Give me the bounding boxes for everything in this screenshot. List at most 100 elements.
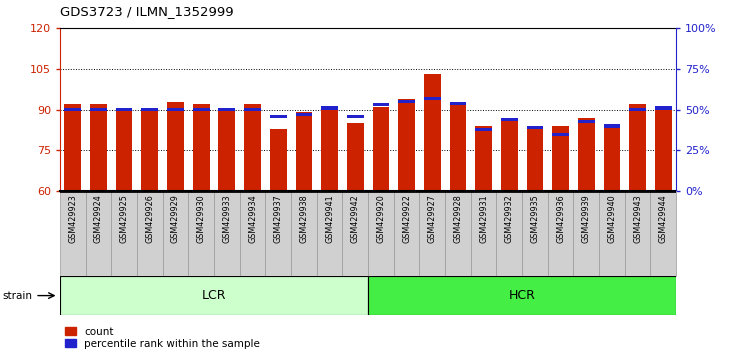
Text: GSM429943: GSM429943 — [633, 195, 642, 243]
Bar — [424, 74, 441, 191]
Text: GSM429926: GSM429926 — [145, 195, 154, 243]
Bar — [115, 110, 132, 191]
Bar — [219, 108, 235, 112]
Bar — [347, 115, 363, 118]
Text: GSM429923: GSM429923 — [68, 195, 77, 243]
Text: GSM429935: GSM429935 — [531, 195, 539, 243]
Text: GSM429927: GSM429927 — [428, 195, 436, 244]
Text: GSM429924: GSM429924 — [94, 195, 103, 243]
Bar — [244, 104, 261, 191]
Bar — [655, 107, 672, 191]
Bar — [270, 129, 287, 191]
Bar — [629, 104, 646, 191]
Bar — [115, 108, 132, 112]
Bar — [347, 123, 363, 191]
Bar — [574, 191, 599, 276]
Bar — [265, 191, 291, 276]
Bar — [526, 126, 543, 191]
Bar — [655, 107, 672, 110]
Bar — [90, 104, 107, 191]
Bar — [162, 191, 189, 276]
Text: GSM429932: GSM429932 — [505, 195, 514, 243]
Bar — [368, 276, 676, 315]
Text: GSM429936: GSM429936 — [556, 195, 565, 243]
Bar — [578, 120, 594, 123]
Bar — [317, 191, 342, 276]
Text: strain: strain — [2, 291, 32, 301]
Text: GSM429944: GSM429944 — [659, 195, 668, 243]
Bar — [548, 191, 574, 276]
Bar — [270, 115, 287, 118]
Bar — [501, 118, 518, 191]
Bar — [394, 191, 420, 276]
Bar — [142, 110, 158, 191]
Bar — [445, 191, 471, 276]
Bar — [321, 107, 338, 110]
Bar — [295, 113, 312, 191]
Bar — [137, 191, 162, 276]
Bar — [142, 108, 158, 112]
Bar — [450, 104, 466, 191]
Bar — [629, 108, 646, 112]
Bar — [651, 191, 676, 276]
Bar — [604, 124, 621, 128]
Bar — [553, 132, 569, 136]
Bar — [86, 191, 111, 276]
Text: GSM429939: GSM429939 — [582, 195, 591, 243]
Bar — [475, 128, 492, 131]
Bar — [295, 113, 312, 116]
Text: GSM429922: GSM429922 — [402, 195, 411, 244]
Bar — [368, 191, 394, 276]
Bar — [111, 191, 137, 276]
Text: GSM429929: GSM429929 — [171, 195, 180, 244]
Bar — [471, 191, 496, 276]
Bar — [553, 126, 569, 191]
Bar — [424, 97, 441, 100]
Bar — [398, 99, 415, 191]
Text: GSM429941: GSM429941 — [325, 195, 334, 243]
Bar — [189, 191, 214, 276]
Bar — [60, 191, 86, 276]
Bar — [501, 118, 518, 121]
Text: LCR: LCR — [202, 289, 227, 302]
Bar — [599, 191, 625, 276]
Text: GSM429931: GSM429931 — [479, 195, 488, 243]
Bar — [214, 191, 240, 276]
Text: GSM429930: GSM429930 — [197, 195, 205, 243]
Text: GSM429933: GSM429933 — [222, 195, 231, 243]
Legend: count, percentile rank within the sample: count, percentile rank within the sample — [65, 327, 260, 349]
Bar — [167, 102, 183, 191]
Text: GSM429920: GSM429920 — [376, 195, 385, 243]
Bar — [90, 108, 107, 112]
Bar — [373, 107, 389, 191]
Bar — [496, 191, 522, 276]
Text: GSM429928: GSM429928 — [453, 195, 463, 243]
Text: GSM429925: GSM429925 — [120, 195, 129, 244]
Bar — [604, 126, 621, 191]
Bar — [522, 191, 548, 276]
Bar — [193, 104, 210, 191]
Bar — [578, 118, 594, 191]
Text: GDS3723 / ILMN_1352999: GDS3723 / ILMN_1352999 — [60, 5, 234, 18]
Bar — [64, 108, 81, 112]
Bar — [60, 276, 368, 315]
Bar — [321, 110, 338, 191]
Text: GSM429934: GSM429934 — [248, 195, 257, 243]
Bar — [219, 110, 235, 191]
Bar — [450, 102, 466, 105]
Bar — [244, 108, 261, 112]
Text: GSM429938: GSM429938 — [300, 195, 308, 243]
Bar — [420, 191, 445, 276]
Text: GSM429942: GSM429942 — [351, 195, 360, 243]
Bar — [398, 100, 415, 103]
Bar — [240, 191, 265, 276]
Text: GSM429940: GSM429940 — [607, 195, 616, 243]
Text: GSM429937: GSM429937 — [273, 195, 283, 243]
Text: HCR: HCR — [509, 289, 536, 302]
Bar — [193, 108, 210, 112]
Bar — [167, 108, 183, 112]
Bar — [625, 191, 651, 276]
Bar — [475, 126, 492, 191]
Bar — [291, 191, 317, 276]
Bar — [526, 126, 543, 129]
